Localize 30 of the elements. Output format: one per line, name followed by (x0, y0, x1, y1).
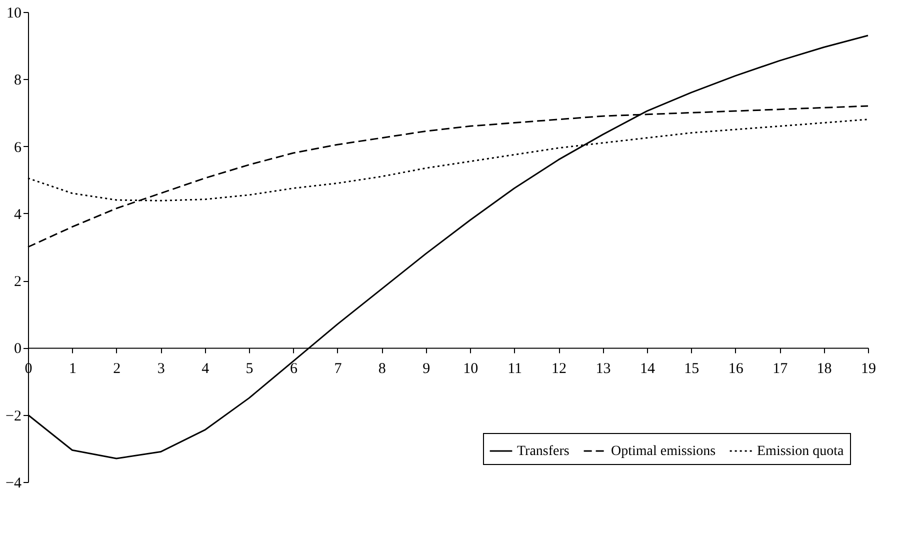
x-tick-label: 7 (334, 361, 342, 378)
y-tick-label: 4 (14, 206, 22, 223)
x-tick-label: 5 (246, 361, 254, 378)
x-tick-label: 4 (202, 361, 210, 378)
legend-label: Optimal emissions (611, 444, 716, 459)
y-tick-label: 8 (14, 72, 22, 89)
y-tick-label: 0 (14, 341, 22, 358)
y-tick-label: 2 (14, 274, 22, 290)
x-tick-label: 6 (290, 361, 298, 378)
x-tick-label: 9 (422, 361, 430, 378)
x-tick-label: 10 (463, 361, 478, 378)
x-tick-label: 13 (596, 361, 611, 378)
x-tick-label: 3 (157, 361, 165, 378)
legend-label: Transfers (517, 444, 570, 459)
y-tick-label: 6 (14, 140, 22, 156)
x-tick-label: 15 (684, 361, 700, 378)
y-tick-label: −2 (6, 408, 22, 424)
x-tick-label: 1 (68, 361, 76, 378)
y-tick-label: 10 (6, 6, 22, 22)
x-tick-label: 18 (816, 361, 832, 378)
x-tick-label: 2 (113, 361, 121, 378)
y-tick-label: −4 (6, 476, 22, 492)
x-tick-label: 8 (378, 361, 386, 378)
x-tick-label: 14 (640, 361, 656, 378)
x-tick-label: 19 (861, 361, 876, 378)
x-tick-label: 12 (552, 361, 567, 378)
x-tick-label: 17 (772, 361, 788, 378)
legend-label: Emission quota (757, 444, 845, 459)
x-tick-label: 16 (728, 361, 744, 378)
x-tick-label: 11 (508, 361, 522, 378)
